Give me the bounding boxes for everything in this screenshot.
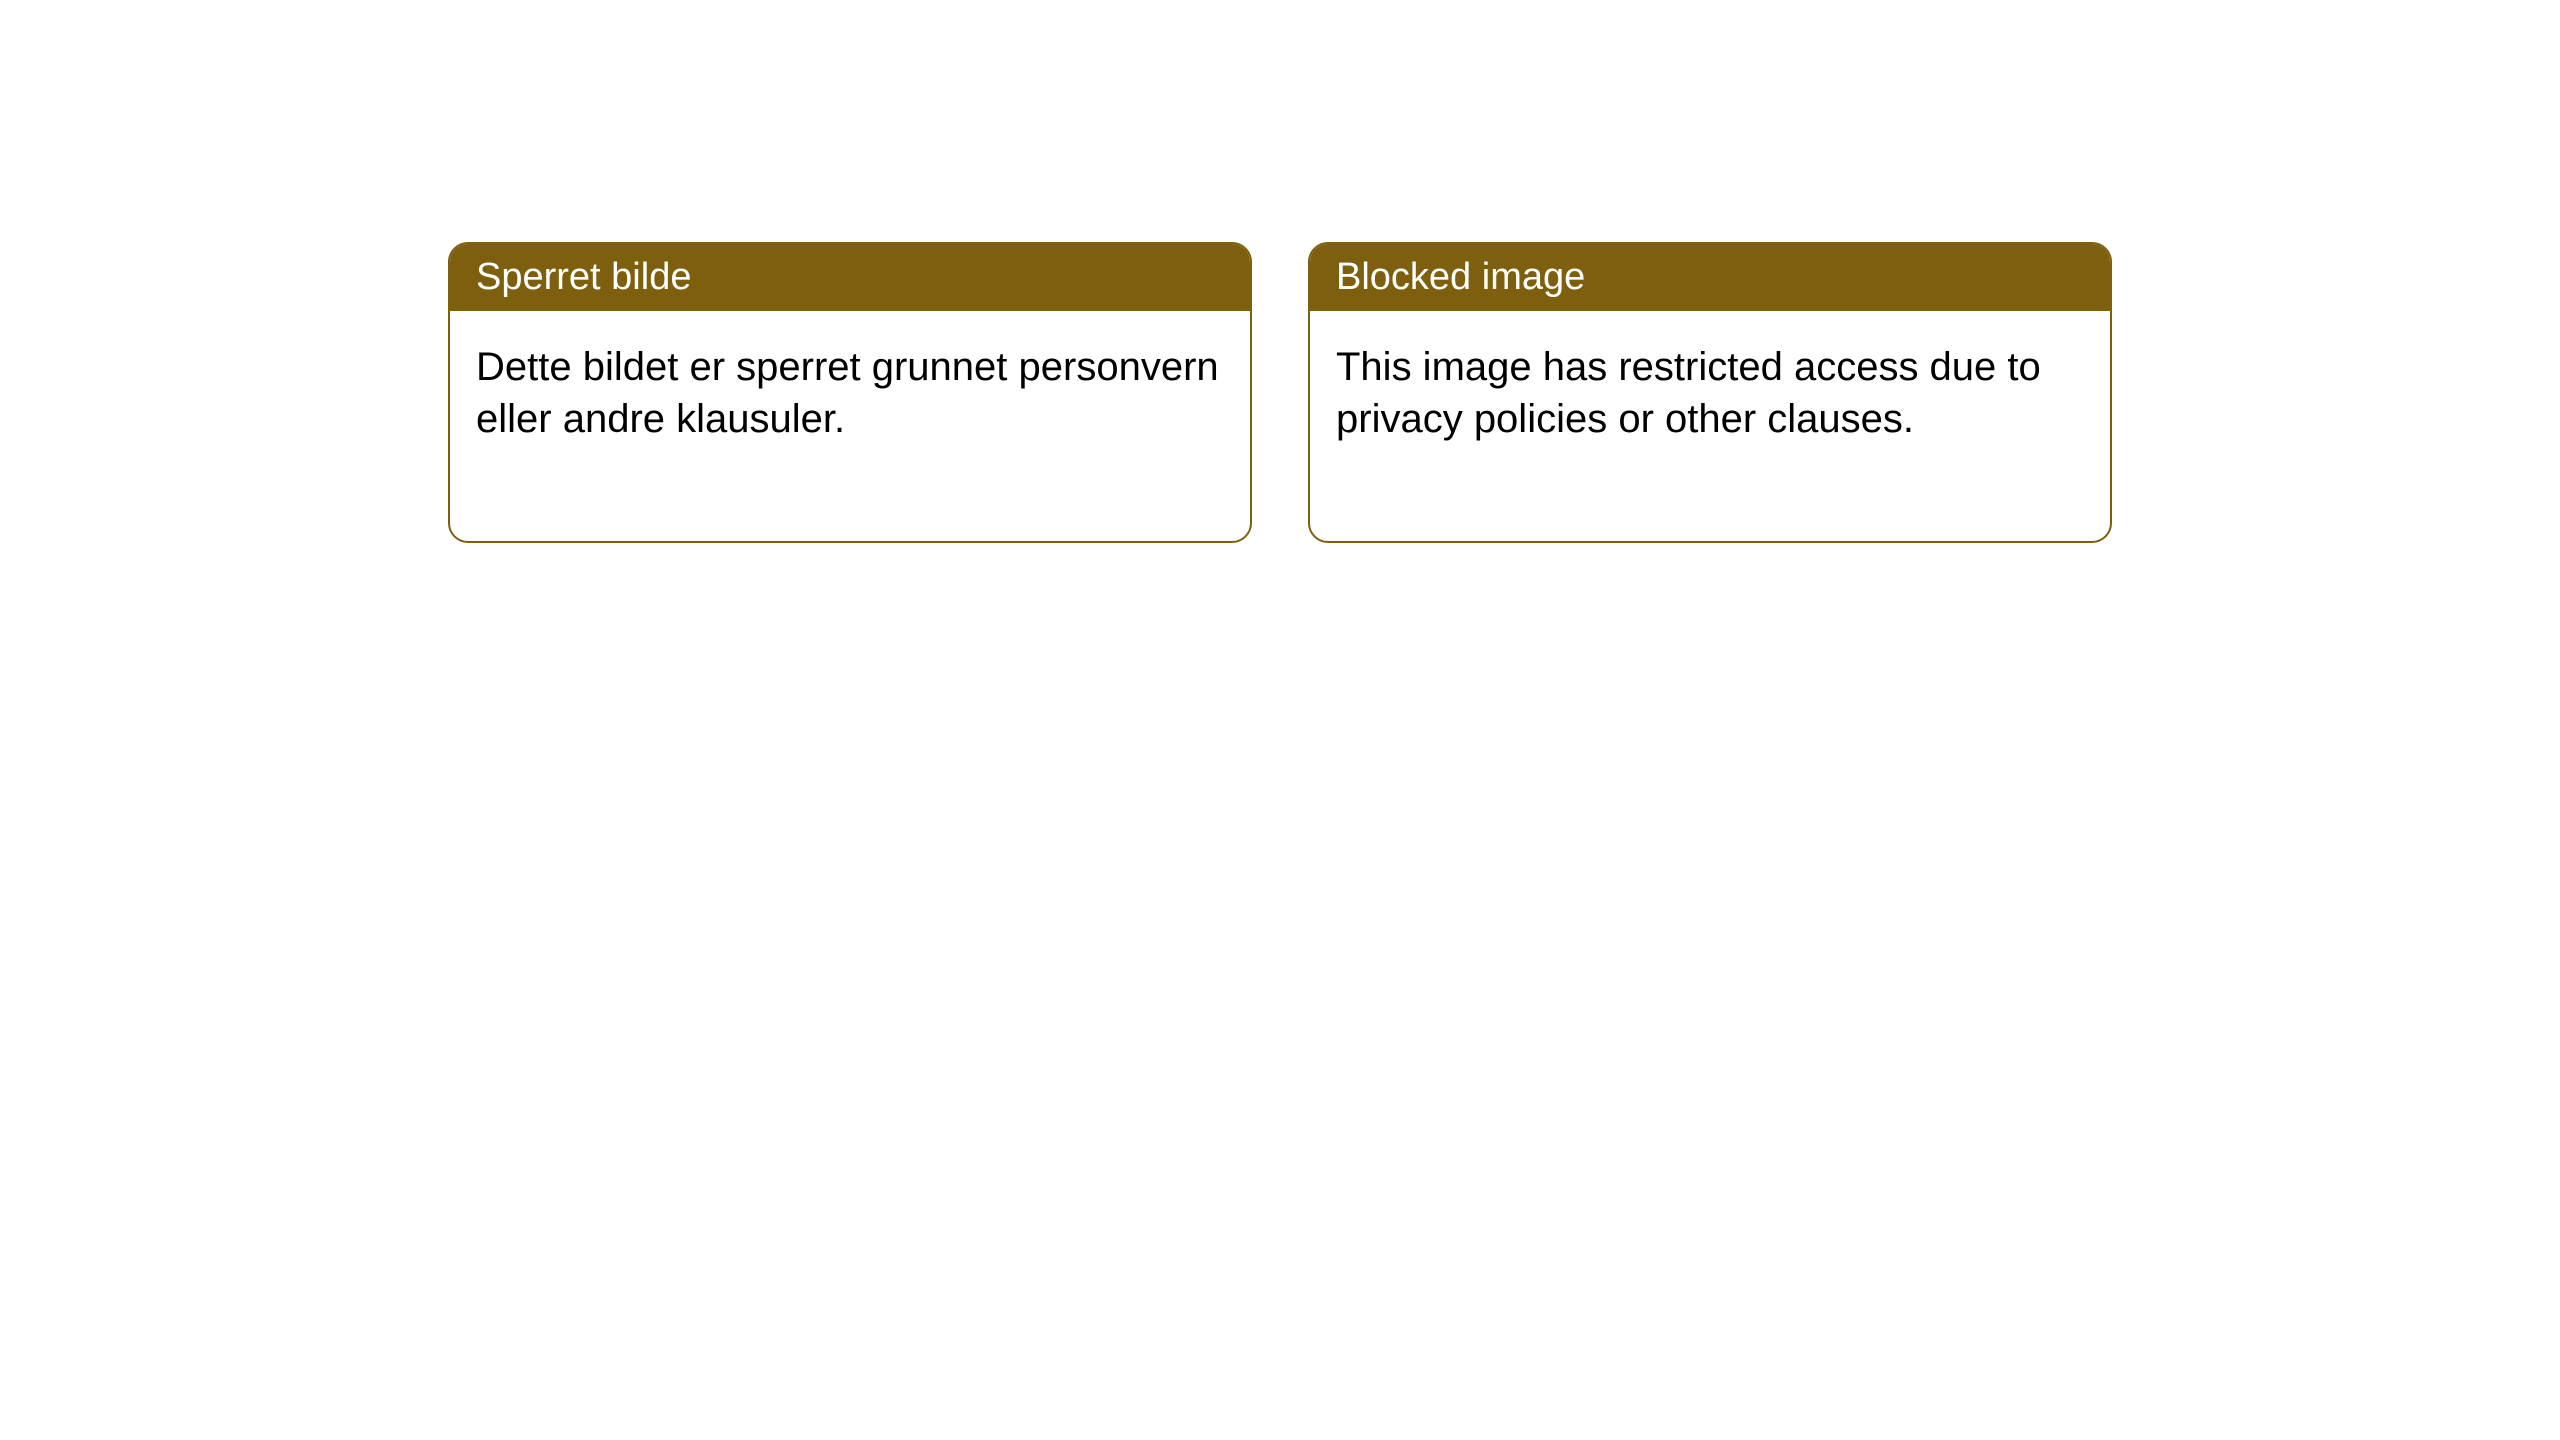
notice-body-english: This image has restricted access due to … [1310,311,2110,541]
notice-title-english: Blocked image [1336,256,1585,298]
notice-header-norwegian: Sperret bilde [450,244,1250,311]
notice-header-english: Blocked image [1310,244,2110,311]
notice-title-norwegian: Sperret bilde [476,256,691,298]
notice-card-norwegian: Sperret bilde Dette bildet er sperret gr… [448,242,1252,543]
notice-text-norwegian: Dette bildet er sperret grunnet personve… [476,345,1219,441]
notice-container: Sperret bilde Dette bildet er sperret gr… [0,0,2560,543]
notice-card-english: Blocked image This image has restricted … [1308,242,2112,543]
notice-text-english: This image has restricted access due to … [1336,345,2041,441]
notice-body-norwegian: Dette bildet er sperret grunnet personve… [450,311,1250,541]
